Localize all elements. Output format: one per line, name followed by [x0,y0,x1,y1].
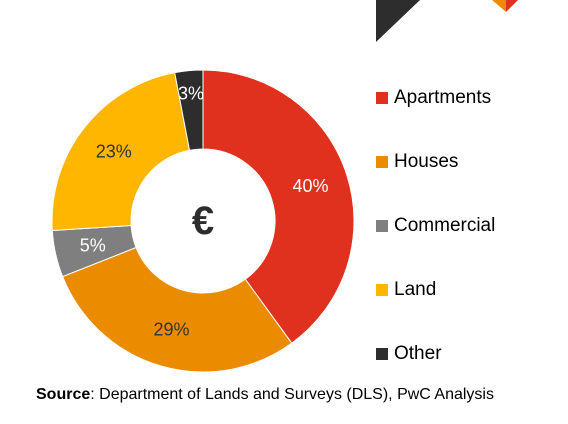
slice-label-land: 23% [96,142,132,162]
slice-other [174,69,204,151]
legend-item-land: Land [376,278,436,302]
legend-label: Commercial [394,215,496,236]
red-corner-shape [506,0,518,12]
slice-label-other: 3% [178,84,204,104]
legend-item-other: Other [376,342,442,366]
chart-slices [51,69,355,373]
source-text: : Department of Lands and Surveys (DLS),… [90,386,494,403]
legend-label: Other [394,343,442,364]
legend-item-houses: Houses [376,150,458,174]
euro-icon: € [192,199,214,243]
slice-houses [61,246,293,373]
chart-slice-labels: 40% 29% 5% 23% 3% [80,84,329,340]
slice-label-commercial: 5% [80,236,106,256]
legend-label: Houses [394,151,459,172]
legend-label: Apartments [394,87,492,108]
slice-apartments [202,69,355,344]
legend-swatch [376,220,388,232]
legend-item-commercial: Commercial [376,214,495,238]
legend-swatch [376,284,388,296]
legend-swatch [376,92,388,104]
legend-swatch [376,156,388,168]
header-decoration [376,0,518,42]
legend-item-apartments: Apartments [376,86,491,110]
dark-corner-shape [376,0,420,42]
orange-corner-shape [492,0,506,12]
source-prefix: Source [36,386,91,403]
source-note: Source: Department of Lands and Surveys … [36,386,494,404]
legend-label: Land [394,279,437,300]
slice-label-apartments: 40% [292,176,328,196]
slice-label-houses: 29% [153,320,189,340]
slice-land [51,72,191,232]
legend-swatch [376,348,388,360]
